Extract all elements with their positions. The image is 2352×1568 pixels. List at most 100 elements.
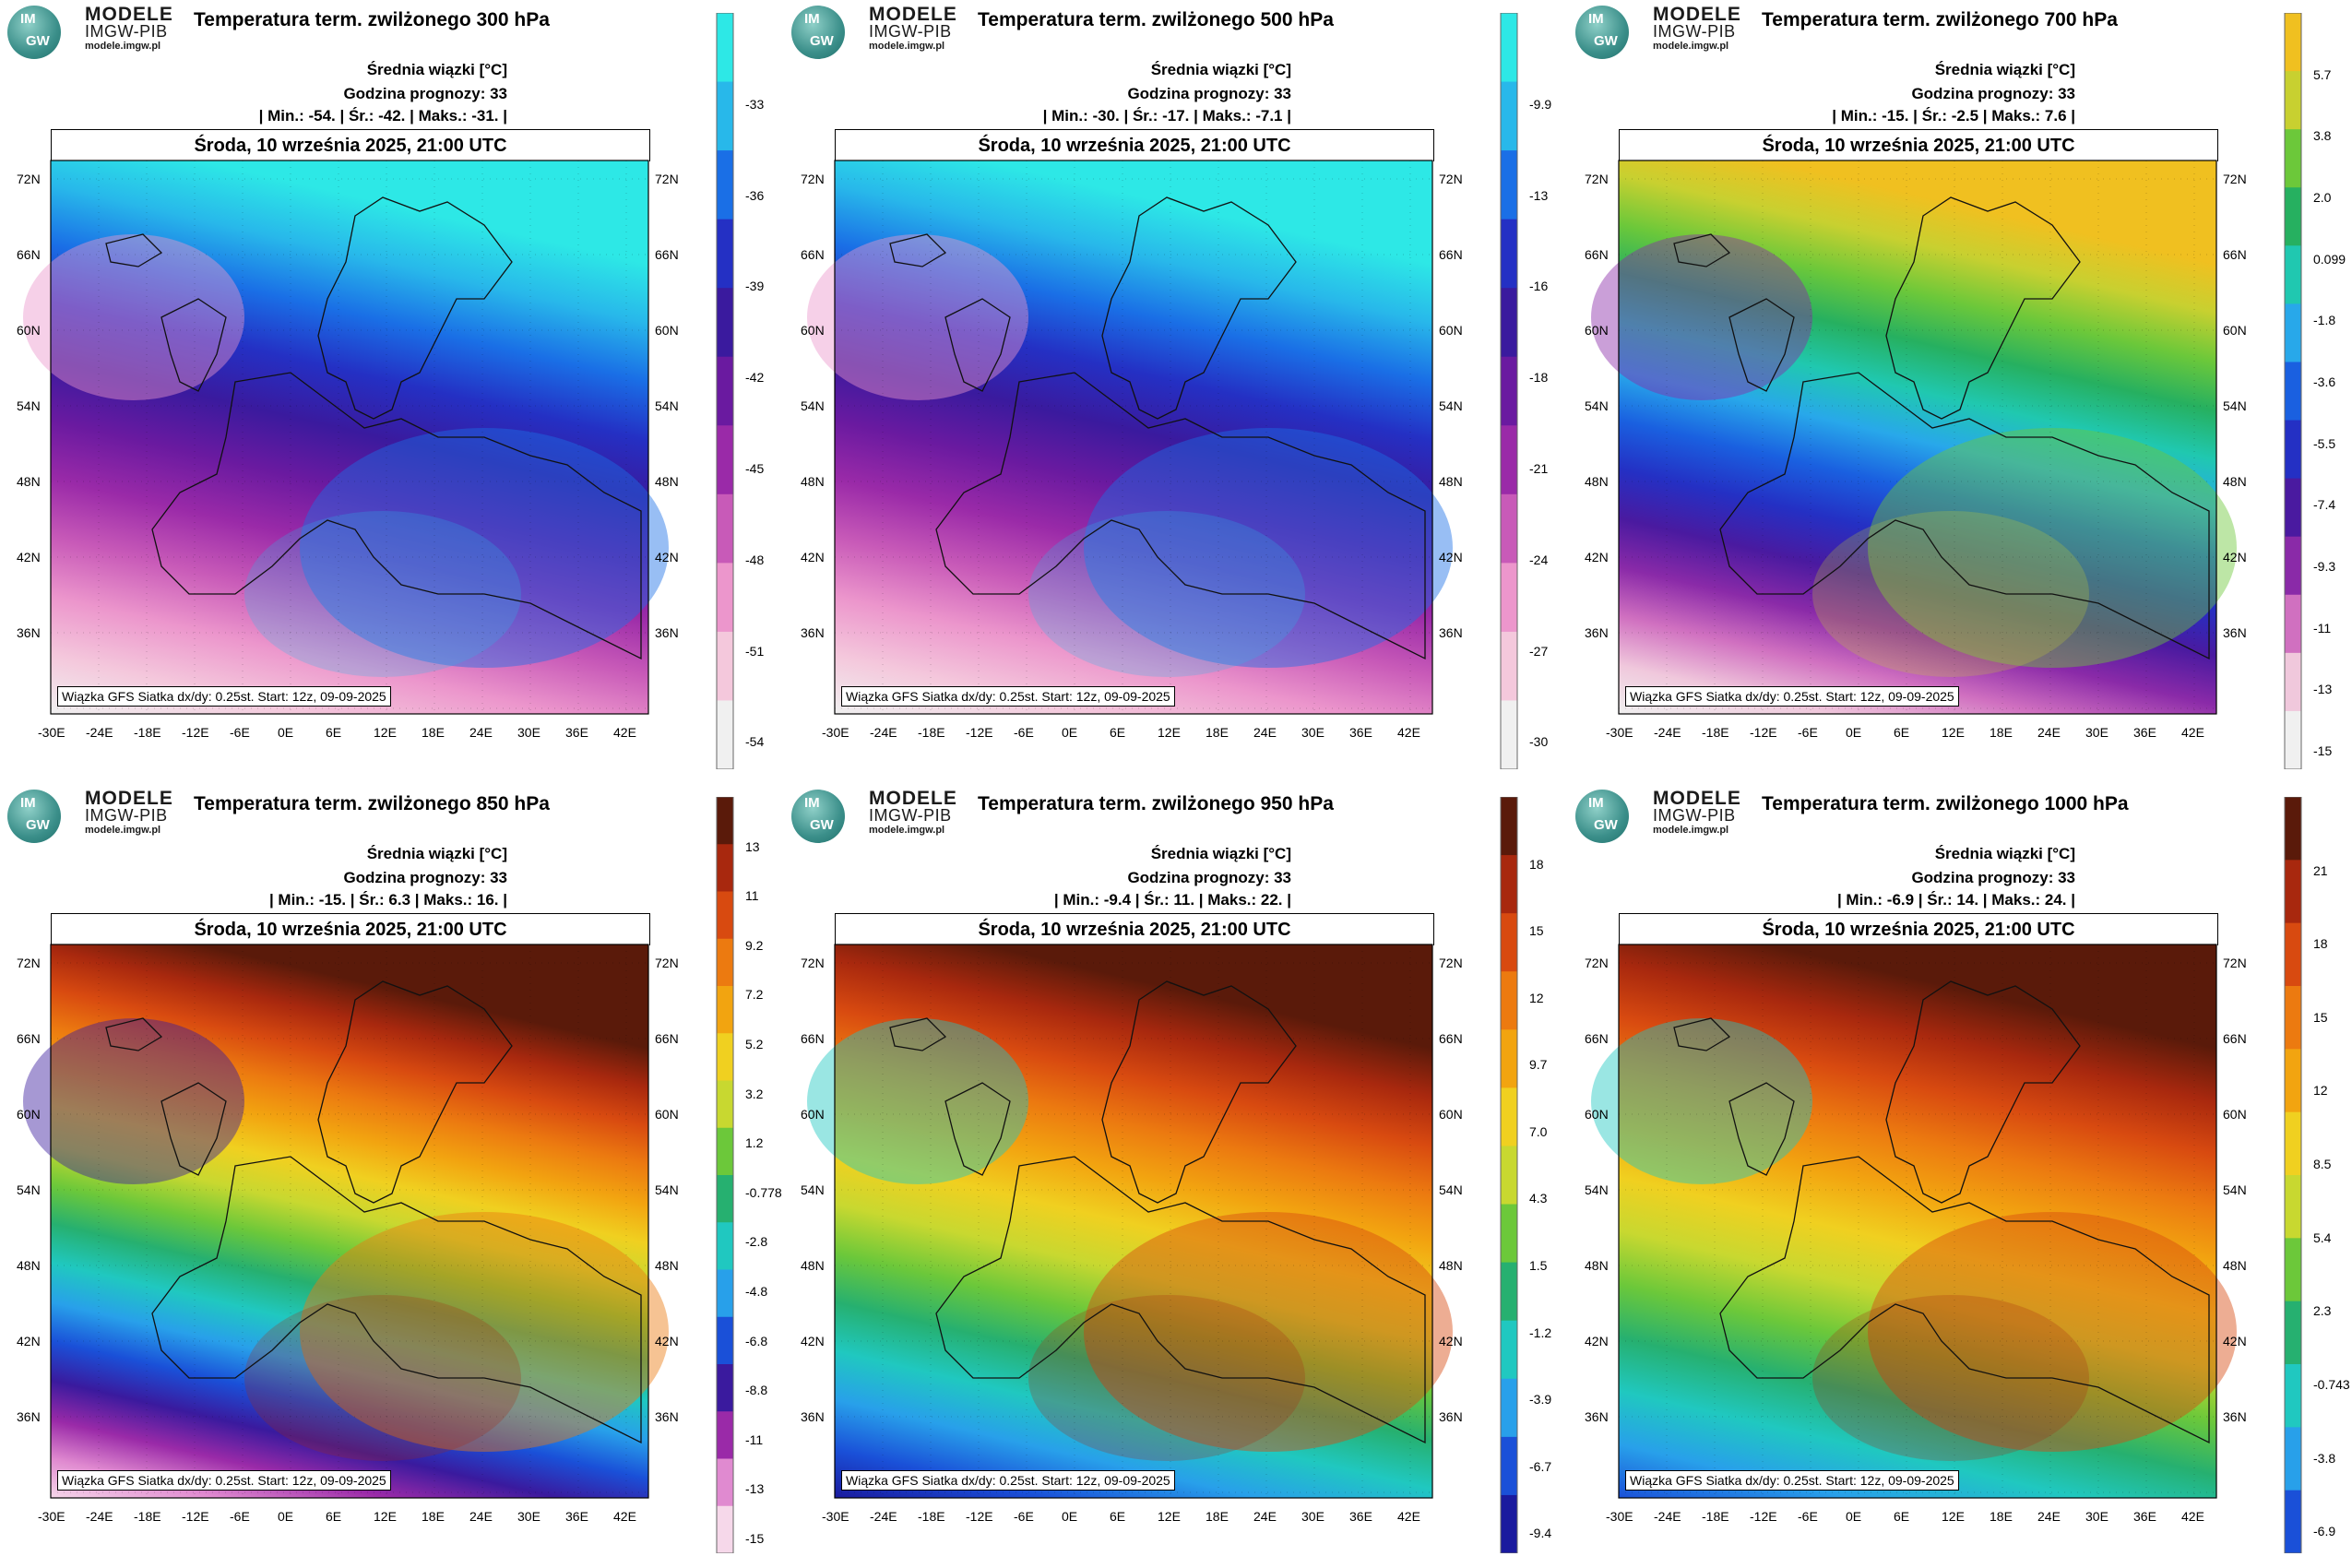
colorbar-swatch: [717, 150, 733, 220]
colorbar-swatch: [2285, 245, 2301, 304]
coastline: [935, 372, 1426, 660]
colorbar-swatch: [2285, 1111, 2301, 1176]
lat-label-right: 60N: [655, 1107, 679, 1122]
lon-label: 36E: [565, 1509, 588, 1524]
lat-label-left: 42N: [1585, 1334, 1609, 1348]
colorbar-label: -9.9: [1529, 96, 1552, 112]
colorbar-swatch: [2285, 922, 2301, 987]
lat-label-left: 72N: [801, 956, 825, 970]
forecast-hour: Godzina prognozy: 33: [1127, 869, 1291, 886]
lon-label: -18E: [134, 1509, 161, 1524]
run-info-footer: Wiązka GFS Siatka dx/dy: 0.25st. Start: …: [841, 686, 1175, 707]
colorbar-swatch: [717, 1127, 733, 1176]
valid-date: Środa, 10 września 2025, 21:00 UTC: [1619, 129, 2218, 161]
lat-label-left: 42N: [801, 1334, 825, 1348]
brand-url: modele.imgw.pl: [85, 825, 161, 836]
panel-title: Temperatura term. zwilżonego 500 hPa: [978, 9, 1334, 30]
colorbar-label: 8.5: [2313, 1157, 2332, 1172]
lon-label: 18E: [1206, 725, 1229, 740]
stats-line: | Min.: -9.4 | Śr.: 11. | Maks.: 22. |: [1053, 891, 1291, 909]
colorbar-label: -15: [745, 1530, 765, 1546]
lon-label: 0E: [1846, 725, 1862, 740]
panel-title: Temperatura term. zwilżonego 700 hPa: [1762, 9, 2118, 30]
colorbar-swatch: [717, 631, 733, 701]
lon-label: 6E: [326, 1509, 342, 1524]
colorbar-swatch: [2285, 420, 2301, 480]
colorbar-swatch: [1501, 1436, 1517, 1496]
coastline: [160, 1082, 227, 1176]
colorbar-label: 4.3: [1529, 1191, 1548, 1206]
imgw-logo-icon: IM GW: [1575, 6, 1629, 59]
lat-label-left: 48N: [1585, 474, 1609, 489]
lat-label-right: 42N: [655, 1334, 679, 1348]
colorbar-label: 3.8: [2313, 128, 2332, 144]
lat-label-right: 72N: [2223, 172, 2247, 186]
coastline: [1885, 980, 2081, 1204]
lat-label-right: 36N: [655, 625, 679, 640]
colorbar-swatch: [2285, 594, 2301, 654]
lat-label-left: 72N: [17, 956, 41, 970]
lon-label: -24E: [1654, 1509, 1681, 1524]
lat-label-left: 36N: [801, 1409, 825, 1424]
coastline: [1101, 196, 1297, 420]
coastline: [151, 1156, 642, 1444]
colorbar-swatch: [2285, 362, 2301, 422]
colorbar-swatch: [1501, 150, 1517, 220]
colorbar-swatch: [717, 425, 733, 495]
valid-date: Środa, 10 września 2025, 21:00 UTC: [1619, 913, 2218, 945]
lat-label-right: 48N: [2223, 474, 2247, 489]
lat-label-right: 48N: [1439, 474, 1463, 489]
lat-label-left: 42N: [17, 1334, 41, 1348]
lon-label: 36E: [2133, 1509, 2156, 1524]
colorbar-swatch: [717, 1269, 733, 1318]
colorbar-swatch: [2285, 1238, 2301, 1302]
coastline: [935, 1156, 1426, 1444]
coastline: [1728, 298, 1795, 392]
lat-label-left: 36N: [1585, 625, 1609, 640]
colorbar-label: -13: [745, 1481, 765, 1497]
imgw-logo-icon: IM GW: [7, 790, 61, 843]
colorbar-swatch: [717, 1411, 733, 1459]
lat-label-right: 66N: [655, 247, 679, 262]
colorbar-swatch: [1501, 1320, 1517, 1380]
brand-subname: IMGW-PIB: [1653, 22, 1736, 41]
lat-label-left: 54N: [801, 398, 825, 413]
lon-label: -24E: [870, 1509, 897, 1524]
colorbar-swatch: [717, 1505, 733, 1553]
colorbar-label: 15: [1529, 923, 1544, 939]
lat-label-left: 48N: [1585, 1258, 1609, 1273]
colorbar-swatch: [2285, 303, 2301, 362]
run-info-footer: Wiązka GFS Siatka dx/dy: 0.25st. Start: …: [841, 1470, 1175, 1491]
colorbar-swatch: [2285, 710, 2301, 769]
colorbar-label: -6.9: [2313, 1524, 2336, 1539]
map-panel-300hpa: IM GW MODELE IMGW-PIB modele.imgw.pl Temperat…: [0, 0, 784, 784]
colorbar-swatch: [1501, 219, 1517, 289]
colorbar-swatch: [1501, 1087, 1517, 1146]
lat-label-left: 72N: [801, 172, 825, 186]
colorbar-swatch: [1501, 356, 1517, 426]
lat-label-left: 54N: [1585, 398, 1609, 413]
lat-label-right: 36N: [2223, 1409, 2247, 1424]
colorbar-label: -18: [1529, 370, 1549, 386]
logo-letters: IM: [20, 11, 36, 27]
colorbar-swatch: [717, 938, 733, 987]
colorbar-label: -8.8: [745, 1383, 768, 1398]
colorbar: [1500, 797, 1518, 1553]
imgw-logo-icon: IM GW: [1575, 790, 1629, 843]
colorbar-swatch: [2285, 536, 2301, 596]
lon-label: 6E: [326, 725, 342, 740]
lon-label: 30E: [1301, 1509, 1324, 1524]
colorbar-swatch: [1501, 1262, 1517, 1322]
coastline: [160, 298, 227, 392]
stats-line: | Min.: -30. | Śr.: -17. | Maks.: -7.1 |: [1042, 107, 1291, 125]
colorbar-label: -24: [1529, 552, 1549, 567]
lat-label-right: 72N: [655, 172, 679, 186]
lat-label-right: 54N: [1439, 398, 1463, 413]
colorbar-swatch: [2285, 1364, 2301, 1428]
colorbar-label: -6.7: [1529, 1458, 1552, 1474]
lon-label: 36E: [565, 725, 588, 740]
colorbar-label: -9.3: [2313, 559, 2336, 574]
colorbar-swatch: [717, 493, 733, 564]
lon-label: 18E: [422, 725, 445, 740]
lat-label-left: 54N: [801, 1182, 825, 1197]
